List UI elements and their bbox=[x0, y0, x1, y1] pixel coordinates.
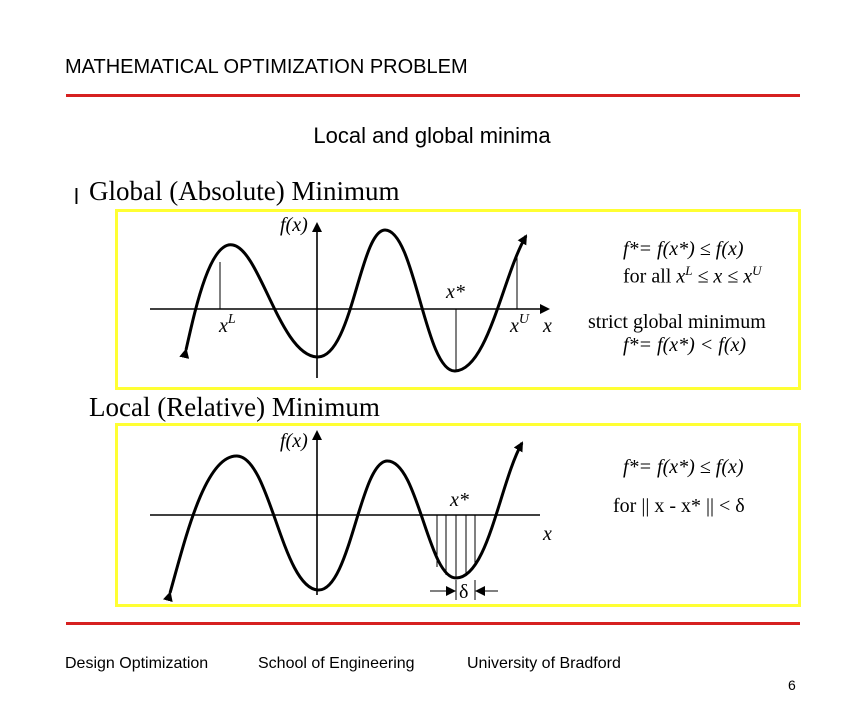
global-def-line1: f*= f(x*) ≤ f(x) bbox=[623, 238, 744, 260]
local-def-line1: f*= f(x*) ≤ f(x) bbox=[623, 456, 744, 478]
global-definition: f*= f(x*) ≤ f(x) for all xL ≤ x ≤ xU str… bbox=[588, 238, 798, 357]
global-minimum-panel: f(x) x* xL xU x f*= f(x*) ≤ f(x) for all… bbox=[115, 209, 801, 390]
page-number: 6 bbox=[788, 677, 796, 693]
global-fx-label: f(x) bbox=[280, 214, 308, 236]
delta-label: δ bbox=[459, 581, 468, 603]
local-function-curve bbox=[163, 441, 524, 603]
global-xstar-label: x* bbox=[445, 281, 465, 303]
footer-divider bbox=[66, 622, 800, 625]
xu-label: xU bbox=[509, 312, 530, 337]
footer-school: School of Engineering bbox=[258, 655, 415, 672]
global-function-curve bbox=[179, 228, 528, 373]
header-divider bbox=[66, 94, 800, 97]
global-minimum-graph: f(x) x* xL xU x bbox=[150, 214, 552, 378]
local-minimum-graph: δ f(x) x* x bbox=[150, 430, 552, 603]
strict-global-label: strict global minimum bbox=[588, 310, 766, 333]
footer-course: Design Optimization bbox=[65, 655, 209, 672]
xl-label: xL bbox=[218, 312, 236, 337]
local-definition: f*= f(x*) ≤ f(x) for || x - x* || < δ bbox=[613, 456, 803, 518]
strict-global-line: f*= f(x*) < f(x) bbox=[623, 333, 747, 356]
local-fx-label: f(x) bbox=[280, 430, 308, 452]
local-minimum-heading: Local (Relative) Minimum bbox=[89, 392, 380, 422]
bullet-marker: l bbox=[74, 184, 79, 209]
footer-university: University of Bradford bbox=[467, 655, 621, 672]
local-xstar-label: x* bbox=[449, 489, 469, 511]
global-x-axis-label: x bbox=[542, 315, 552, 337]
local-x-axis-label: x bbox=[542, 523, 552, 545]
global-minimum-heading: Global (Absolute) Minimum bbox=[89, 176, 400, 206]
local-def-line2: for || x - x* || < δ bbox=[613, 495, 745, 517]
slide-title: Local and global minima bbox=[313, 123, 551, 148]
global-def-line2: for all xL ≤ x ≤ xU bbox=[623, 263, 762, 288]
local-minimum-panel: δ f(x) x* x f*= f(x*) ≤ f(x) for || x - … bbox=[115, 423, 801, 607]
header-title: MATHEMATICAL OPTIMIZATION PROBLEM bbox=[65, 56, 468, 78]
